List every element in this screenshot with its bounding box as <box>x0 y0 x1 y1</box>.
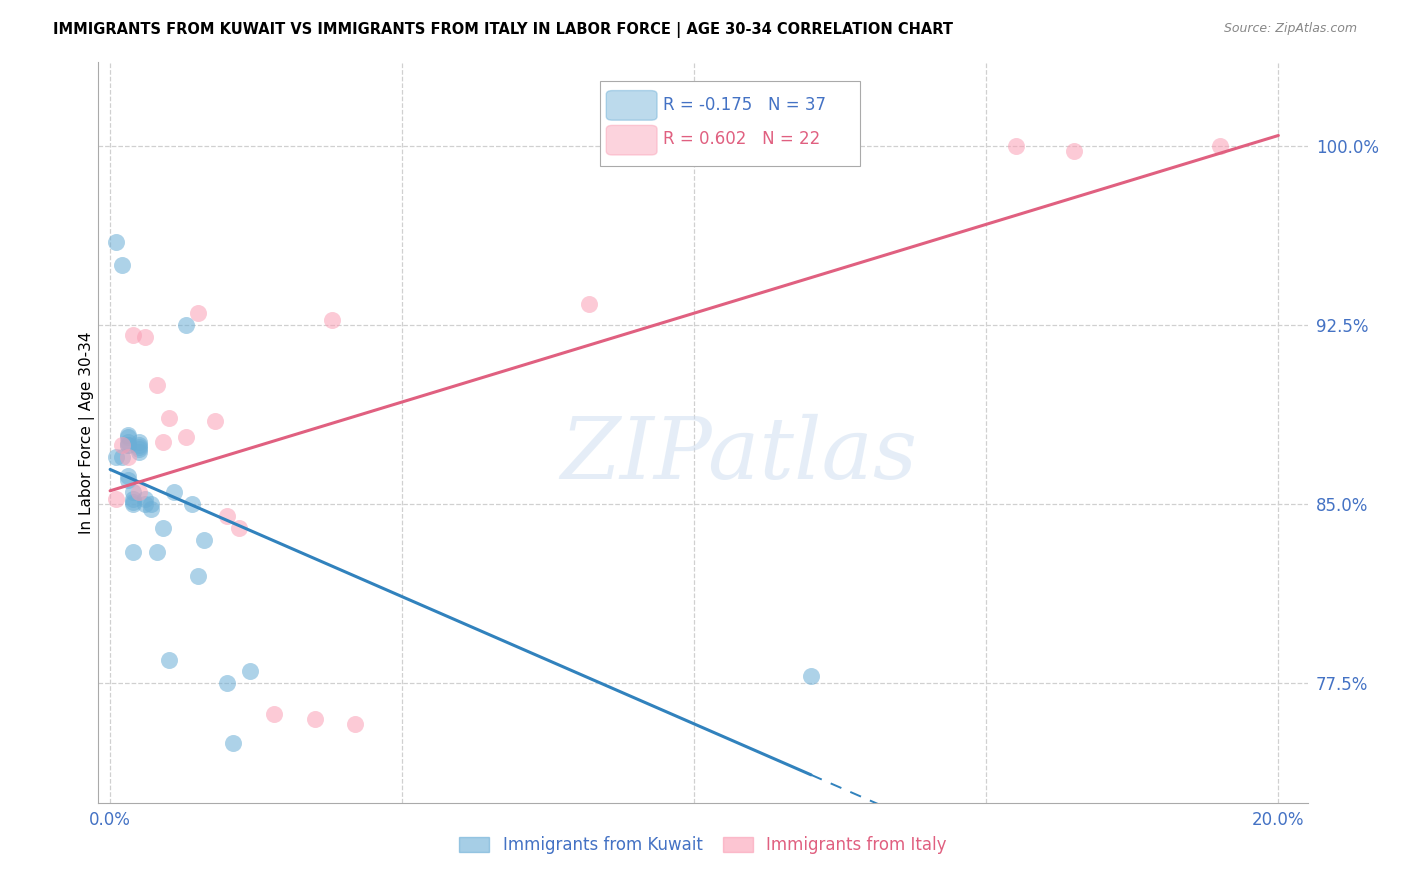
Point <box>128 485 150 500</box>
Point <box>321 313 343 327</box>
Point <box>117 474 139 488</box>
Point <box>146 545 169 559</box>
Y-axis label: In Labor Force | Age 30-34: In Labor Force | Age 30-34 <box>79 331 96 534</box>
Text: IMMIGRANTS FROM KUWAIT VS IMMIGRANTS FROM ITALY IN LABOR FORCE | AGE 30-34 CORRE: IMMIGRANTS FROM KUWAIT VS IMMIGRANTS FRO… <box>53 22 953 38</box>
Point <box>128 444 150 458</box>
Point <box>215 676 238 690</box>
Point <box>122 545 145 559</box>
FancyBboxPatch shape <box>606 91 657 120</box>
Point <box>122 492 145 507</box>
Text: ZIPatlas: ZIPatlas <box>561 414 918 496</box>
Point <box>304 712 326 726</box>
Text: R = 0.602   N = 22: R = 0.602 N = 22 <box>664 130 820 148</box>
Text: Source: ZipAtlas.com: Source: ZipAtlas.com <box>1223 22 1357 36</box>
Point <box>146 377 169 392</box>
Point <box>117 437 139 451</box>
Point <box>134 330 156 344</box>
Point <box>122 327 145 342</box>
Point <box>122 495 145 509</box>
Point <box>128 440 150 454</box>
Point <box>104 235 127 249</box>
Point <box>344 717 367 731</box>
Point <box>152 435 174 450</box>
Point <box>117 450 139 464</box>
Point <box>187 569 209 583</box>
Legend: Immigrants from Kuwait, Immigrants from Italy: Immigrants from Kuwait, Immigrants from … <box>453 830 953 861</box>
Point <box>104 492 127 507</box>
Point <box>139 502 162 516</box>
Point <box>157 411 180 425</box>
Point <box>111 437 134 451</box>
Point <box>122 485 145 500</box>
Point <box>134 492 156 507</box>
Point <box>111 450 134 464</box>
Point <box>204 414 226 428</box>
Point <box>128 435 150 450</box>
Point <box>239 665 262 679</box>
Point <box>117 437 139 451</box>
Point <box>578 296 600 310</box>
Point <box>1004 139 1026 153</box>
FancyBboxPatch shape <box>606 126 657 155</box>
Point <box>111 259 134 273</box>
Point <box>800 669 823 683</box>
Point <box>215 509 238 524</box>
Point <box>163 485 186 500</box>
FancyBboxPatch shape <box>600 81 860 166</box>
Point <box>152 521 174 535</box>
Point <box>228 521 250 535</box>
Point <box>117 428 139 442</box>
Point <box>174 318 197 333</box>
Point <box>134 497 156 511</box>
Point <box>157 652 180 666</box>
Point <box>122 497 145 511</box>
Point <box>128 442 150 457</box>
Text: R = -0.175   N = 37: R = -0.175 N = 37 <box>664 95 827 113</box>
Point <box>222 736 245 750</box>
Point <box>117 430 139 444</box>
Point <box>117 435 139 450</box>
Point <box>117 468 139 483</box>
Point <box>174 430 197 444</box>
Point <box>180 497 202 511</box>
Point <box>139 497 162 511</box>
Point <box>104 450 127 464</box>
Point <box>1063 144 1085 158</box>
Point <box>263 707 285 722</box>
Point <box>1209 139 1232 153</box>
Point <box>128 437 150 451</box>
Point <box>187 306 209 320</box>
Point <box>193 533 215 547</box>
